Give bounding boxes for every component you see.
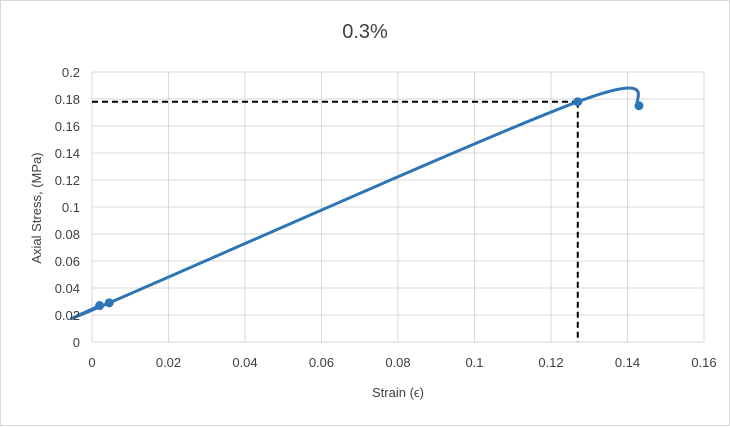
data-point bbox=[573, 97, 583, 107]
y-tick-label: 0 bbox=[73, 335, 80, 350]
x-tick-label: 0.12 bbox=[538, 355, 563, 370]
x-tick-label: 0.02 bbox=[156, 355, 181, 370]
chart-title: 0.3% bbox=[342, 21, 388, 43]
y-tick-label: 0.18 bbox=[55, 92, 80, 107]
x-tick-label: 0.16 bbox=[691, 355, 716, 370]
y-tick-label: 0.16 bbox=[55, 119, 80, 134]
x-tick-label: 0.04 bbox=[232, 355, 257, 370]
x-tick-label: 0.08 bbox=[385, 355, 410, 370]
y-tick-label: 0.2 bbox=[62, 65, 80, 80]
series-layer bbox=[70, 86, 644, 320]
data-point bbox=[95, 301, 105, 311]
x-tick-label: 0.1 bbox=[465, 355, 483, 370]
tick-labels: 0 0.02 0.04 0.06 0.08 0.1 0.12 0.14 0.16 0.18 0.2 0… bbox=[55, 65, 717, 370]
y-tick-label: 0.1 bbox=[62, 200, 80, 215]
x-tick-label: 0.06 bbox=[309, 355, 334, 370]
y-tick-label: 0.08 bbox=[55, 227, 80, 242]
y-axis-title: Axial Stress, (MPa) bbox=[29, 152, 44, 263]
x-axis-title: Strain (ϵ) bbox=[372, 385, 424, 400]
x-tick-label: 0 bbox=[88, 355, 95, 370]
grid bbox=[91, 71, 705, 343]
data-point bbox=[634, 101, 644, 111]
y-tick-label: 0.06 bbox=[55, 254, 80, 269]
reference-lines bbox=[92, 100, 579, 342]
y-tick-label: 0.12 bbox=[55, 173, 80, 188]
y-tick-label: 0.02 bbox=[55, 308, 80, 323]
data-point bbox=[104, 298, 114, 308]
x-tick-label: 0.14 bbox=[615, 355, 640, 370]
y-tick-label: 0.14 bbox=[55, 146, 80, 161]
series-line bbox=[70, 86, 641, 320]
y-tick-label: 0.04 bbox=[55, 281, 80, 296]
